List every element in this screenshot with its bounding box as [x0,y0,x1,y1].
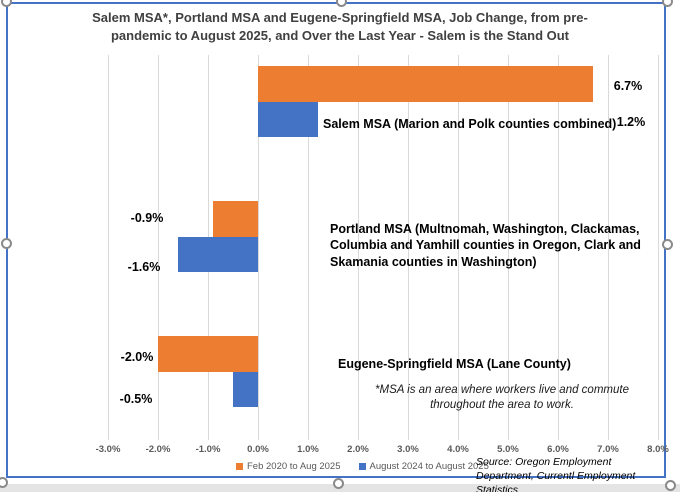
handle-top-right[interactable] [662,0,673,7]
value-label-portland-series-1: -0.9% [130,211,164,225]
x-axis-tick-label: 5.0% [497,444,519,455]
chart-title: Salem MSA*, Portland MSA and Eugene-Spri… [92,10,588,43]
x-axis-tick-label: 8.0% [647,444,669,455]
handle-top-center[interactable] [336,0,347,7]
handle-bottom-right[interactable] [665,480,676,491]
gridline [658,55,659,440]
value-label-eugene-series-1: -2.0% [120,350,154,364]
gridline [408,55,409,440]
handle-bottom-center[interactable] [333,478,344,489]
handle-middle-right[interactable] [662,239,673,250]
category-label-salem: Salem MSA (Marion and Polk counties comb… [323,117,617,131]
gridline [108,55,109,440]
x-axis-tick-label: 1.0% [297,444,319,455]
x-axis-tick-label: 6.0% [547,444,569,455]
value-label-salem-series-2: 1.2% [616,115,646,129]
category-label-portland: Portland MSA (Multnomah, Washington, Cla… [330,222,641,269]
value-label-eugene-series-2: -0.5% [119,392,153,406]
legend-swatch-icon [236,463,243,470]
gridline [158,55,159,440]
x-axis-tick-label: 7.0% [597,444,619,455]
bar-salem-series-1[interactable] [258,66,593,102]
msa-footnote: *MSA is an area where workers live and c… [375,384,629,411]
bar-eugene-series-1[interactable] [158,336,258,372]
bar-portland-series-1[interactable] [213,201,258,237]
value-label-salem-series-1: 6.7% [613,79,643,93]
legend-swatch-icon [358,463,366,470]
bar-eugene-series-2[interactable] [233,372,258,407]
x-axis-tick-label: -3.0% [95,444,121,455]
x-axis-tick-label: -1.0% [195,444,221,455]
handle-top-left[interactable] [1,0,12,7]
x-axis-tick-label: 4.0% [447,444,469,455]
x-axis-tick-label: 0.0% [247,444,269,455]
gridline [608,55,609,440]
x-axis-tick-label: 3.0% [397,444,419,455]
legend[interactable]: Feb 2020 to Aug 2025 August 2024 to Augus… [236,461,489,472]
value-label-portland-series-2: -1.6% [127,260,161,274]
gridline [558,55,559,440]
handle-bottom-left[interactable] [0,477,8,488]
gridline [258,55,259,440]
gridline [358,55,359,440]
x-axis-tick-label: 2.0% [347,444,369,455]
source-text: Source: Oregon Employment Department, Cu… [476,456,636,492]
legend-item-1[interactable]: Feb 2020 to Aug 2025 [236,461,341,472]
handle-middle-left[interactable] [1,238,12,249]
bar-salem-series-2[interactable] [258,102,318,137]
x-axis-tick-label: -2.0% [145,444,171,455]
category-label-eugene: Eugene-Springfield MSA (Lane County) [338,357,571,371]
legend-item-2[interactable]: August 2024 to August 2025 [358,461,489,472]
gridline [308,55,309,440]
bar-portland-series-2[interactable] [178,237,258,272]
legend-label: August 2024 to August 2025 [369,461,489,472]
legend-label: Feb 2020 to Aug 2025 [247,461,341,472]
plot-area [108,55,659,440]
gridline [508,55,509,440]
gridline [458,55,459,440]
